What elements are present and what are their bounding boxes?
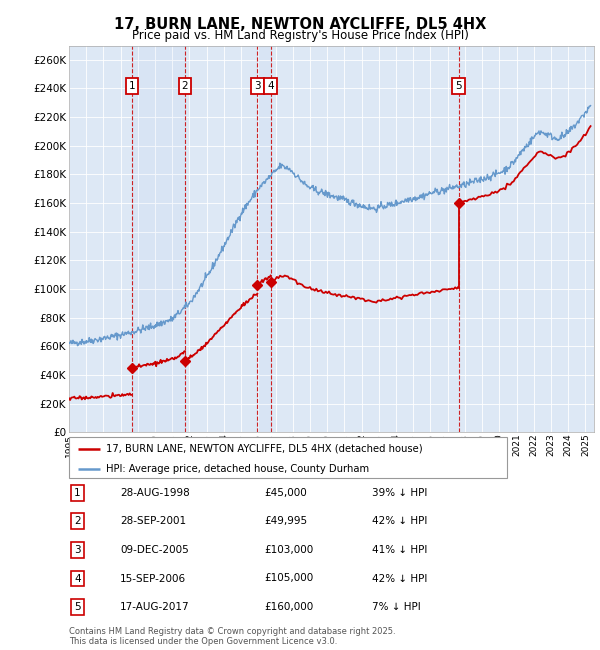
Text: £103,000: £103,000: [264, 545, 313, 555]
Text: 17, BURN LANE, NEWTON AYCLIFFE, DL5 4HX (detached house): 17, BURN LANE, NEWTON AYCLIFFE, DL5 4HX …: [106, 444, 423, 454]
Text: 15-SEP-2006: 15-SEP-2006: [120, 573, 186, 584]
Text: 42% ↓ HPI: 42% ↓ HPI: [372, 573, 427, 584]
Text: 4: 4: [267, 81, 274, 91]
Text: £49,995: £49,995: [264, 516, 307, 526]
Bar: [132, 46, 185, 432]
Text: 09-DEC-2005: 09-DEC-2005: [120, 545, 189, 555]
Text: 7% ↓ HPI: 7% ↓ HPI: [372, 602, 421, 612]
Text: 28-SEP-2001: 28-SEP-2001: [120, 516, 186, 526]
Text: 5: 5: [455, 81, 462, 91]
Text: £105,000: £105,000: [264, 573, 313, 584]
FancyBboxPatch shape: [69, 437, 507, 478]
Text: Contains HM Land Registry data © Crown copyright and database right 2025.
This d: Contains HM Land Registry data © Crown c…: [69, 627, 395, 646]
Text: £45,000: £45,000: [264, 488, 307, 498]
Bar: [257, 46, 271, 432]
Text: 39% ↓ HPI: 39% ↓ HPI: [372, 488, 427, 498]
Text: 3: 3: [254, 81, 260, 91]
Text: 17, BURN LANE, NEWTON AYCLIFFE, DL5 4HX: 17, BURN LANE, NEWTON AYCLIFFE, DL5 4HX: [114, 17, 486, 32]
Text: 2: 2: [182, 81, 188, 91]
Text: Price paid vs. HM Land Registry's House Price Index (HPI): Price paid vs. HM Land Registry's House …: [131, 29, 469, 42]
Text: 5: 5: [74, 602, 81, 612]
Text: 28-AUG-1998: 28-AUG-1998: [120, 488, 190, 498]
Text: 17-AUG-2017: 17-AUG-2017: [120, 602, 190, 612]
Text: £160,000: £160,000: [264, 602, 313, 612]
Text: 1: 1: [74, 488, 81, 498]
Text: 2: 2: [74, 516, 81, 526]
Text: 1: 1: [128, 81, 135, 91]
Text: 4: 4: [74, 573, 81, 584]
Text: HPI: Average price, detached house, County Durham: HPI: Average price, detached house, Coun…: [106, 464, 370, 474]
Text: 41% ↓ HPI: 41% ↓ HPI: [372, 545, 427, 555]
Text: 42% ↓ HPI: 42% ↓ HPI: [372, 516, 427, 526]
Text: 3: 3: [74, 545, 81, 555]
